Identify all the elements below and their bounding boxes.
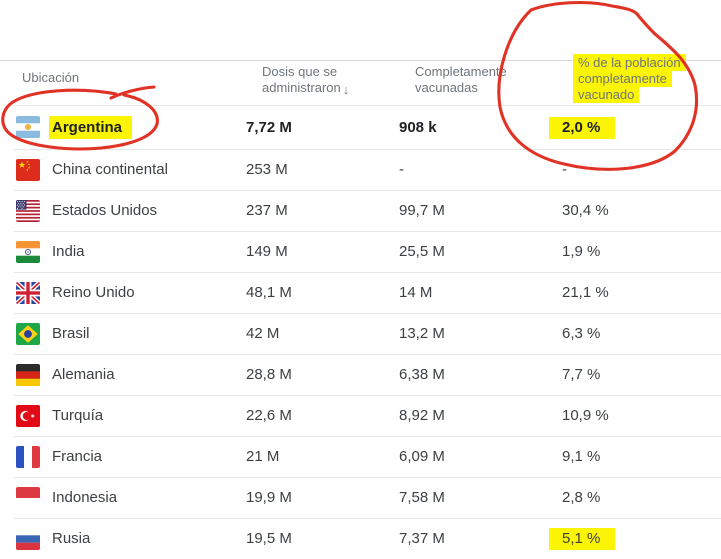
table-row[interactable]: Brasil 42 M 13,2 M 6,3 % (0, 313, 721, 354)
country-cell: Alemania (0, 363, 246, 386)
country-name: Turquía (52, 407, 104, 424)
pct-fully-vaccinated-value: 10,9 % (562, 407, 609, 424)
table-body: Argentina 7,72 M 908 k 2,0 % China conti… (0, 105, 721, 559)
country-cell: Reino Unido (0, 281, 246, 304)
doses-administered-value: 42 M (246, 325, 280, 342)
table-row[interactable]: Alemania 28,8 M 6,38 M 7,7 % (0, 354, 721, 395)
country-name: Rusia (52, 530, 91, 547)
country-cell: Brasil (0, 322, 246, 345)
column-header-completamente-vacunadas[interactable]: Completamente vacunadas (415, 64, 507, 95)
fully-vaccinated-value: 13,2 M (399, 325, 445, 342)
column-header-pct-poblacion[interactable]: % de la población completamente vacunado (573, 54, 710, 103)
table-row[interactable]: Francia 21 M 6,09 M 9,1 % (0, 436, 721, 477)
table-row[interactable]: Indonesia 19,9 M 7,58 M 2,8 % (0, 477, 721, 518)
doses-administered-value: 21 M (246, 448, 280, 465)
pct-fully-vaccinated-value: 6,3 % (562, 325, 601, 342)
table-row[interactable]: Estados Unidos 237 M 99,7 M 30,4 % (0, 190, 721, 231)
india-flag-icon (16, 240, 40, 263)
country-name: China continental (52, 161, 168, 178)
russia-flag-icon (16, 527, 40, 550)
country-cell: China continental (0, 158, 246, 181)
usa-flag-icon (16, 199, 40, 222)
highlighted-pct-value: 2,0 % (549, 116, 616, 139)
doses-administered-value: 28,8 M (246, 366, 292, 383)
country-cell: Argentina (0, 115, 246, 139)
country-cell: Rusia (0, 527, 246, 550)
country-name: Francia (52, 448, 103, 465)
fully-vaccinated-value: 908 k (399, 118, 437, 136)
country-name: Argentina (49, 115, 133, 139)
vaccination-table: Ubicación Dosis que se administraron ↓ Co… (0, 54, 721, 559)
country-name: India (52, 243, 85, 260)
pct-fully-vaccinated-value: 21,1 % (562, 284, 609, 301)
doses-administered-value: 19,5 M (246, 530, 292, 547)
pct-fully-vaccinated-value: - (562, 161, 567, 178)
pct-fully-vaccinated-value: 9,1 % (562, 448, 601, 465)
country-name: Estados Unidos (52, 202, 158, 219)
fully-vaccinated-value: 14 M (399, 284, 433, 301)
country-name: Reino Unido (52, 284, 135, 301)
argentina-flag-icon (16, 116, 40, 138)
turkey-flag-icon (16, 404, 40, 427)
fully-vaccinated-value: 25,5 M (399, 243, 445, 260)
country-name: Alemania (52, 366, 115, 383)
country-cell: Indonesia (0, 486, 246, 509)
pct-fully-vaccinated-value: 2,8 % (562, 489, 601, 506)
doses-administered-value: 7,72 M (246, 118, 292, 136)
pct-fully-vaccinated-value: 2,0 % (549, 116, 705, 139)
china-flag-icon (16, 158, 40, 181)
country-name: Indonesia (52, 489, 118, 506)
doses-administered-value: 48,1 M (246, 284, 292, 301)
france-flag-icon (16, 445, 40, 468)
doses-administered-value: 19,9 M (246, 489, 292, 506)
column-header-dosis-administradas[interactable]: Dosis que se administraron ↓ (262, 64, 384, 97)
column-header-pct-label: % de la población completamente vacunado (573, 54, 686, 103)
brazil-flag-icon (16, 322, 40, 345)
sort-descending-icon[interactable]: ↓ (342, 82, 350, 97)
fully-vaccinated-value: - (399, 161, 404, 178)
fully-vaccinated-value: 6,38 M (399, 366, 445, 383)
fully-vaccinated-value: 6,09 M (399, 448, 445, 465)
country-name: Brasil (52, 325, 90, 342)
doses-administered-value: 22,6 M (246, 407, 292, 424)
country-cell: India (0, 240, 246, 263)
table-row[interactable]: India 149 M 25,5 M 1,9 % (0, 231, 721, 272)
pct-fully-vaccinated-value: 5,1 % (549, 528, 705, 550)
fully-vaccinated-value: 8,92 M (399, 407, 445, 424)
table-row[interactable]: Turquía 22,6 M 8,92 M 10,9 % (0, 395, 721, 436)
country-cell: Turquía (0, 404, 246, 427)
doses-administered-value: 149 M (246, 243, 288, 260)
doses-administered-value: 253 M (246, 161, 288, 178)
table-row[interactable]: Rusia 19,5 M 7,37 M 5,1 % (0, 518, 721, 559)
highlighted-pct-value: 5,1 % (549, 528, 616, 550)
fully-vaccinated-value: 7,37 M (399, 530, 445, 547)
table-row[interactable]: China continental 253 M - - (0, 149, 721, 190)
pct-fully-vaccinated-value: 7,7 % (562, 366, 601, 383)
column-header-dosis-label: Dosis que se administraron (262, 64, 341, 95)
table-header-row: Ubicación Dosis que se administraron ↓ Co… (0, 54, 721, 105)
fully-vaccinated-value: 7,58 M (399, 489, 445, 506)
doses-administered-value: 237 M (246, 202, 288, 219)
pct-fully-vaccinated-value: 30,4 % (562, 202, 609, 219)
pct-fully-vaccinated-value: 1,9 % (562, 243, 601, 260)
table-row[interactable]: Argentina 7,72 M 908 k 2,0 % (0, 105, 721, 149)
country-cell: Estados Unidos (0, 199, 246, 222)
uk-flag-icon (16, 281, 40, 304)
fully-vaccinated-value: 99,7 M (399, 202, 445, 219)
indonesia-flag-icon (16, 486, 40, 509)
germany-flag-icon (16, 363, 40, 386)
table-row[interactable]: Reino Unido 48,1 M 14 M 21,1 % (0, 272, 721, 313)
country-cell: Francia (0, 445, 246, 468)
column-header-ubicacion[interactable]: Ubicación (22, 70, 80, 85)
